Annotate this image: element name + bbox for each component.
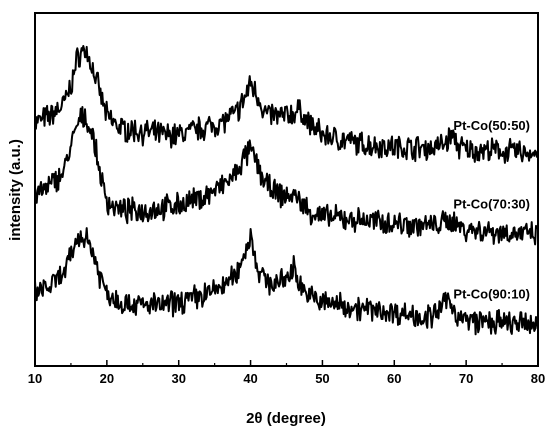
x-tick-label: 80 <box>531 371 545 386</box>
series-line <box>34 227 539 336</box>
series-line <box>34 106 539 246</box>
series-traces <box>34 45 539 336</box>
series-labels: Pt-Co(50:50) Pt-Co(70:30) Pt-Co(90:10) <box>453 118 530 301</box>
y-axis-title: intensity (a.u.) <box>7 139 24 241</box>
x-tick-label: 70 <box>459 371 473 386</box>
tick-marks <box>34 360 539 366</box>
series-line <box>34 45 539 164</box>
x-tick-label: 30 <box>171 371 185 386</box>
series-label: Pt-Co(70:30) <box>453 196 530 211</box>
x-tick-labels: 10 20 30 40 50 60 70 80 <box>28 371 545 386</box>
x-tick-label: 50 <box>315 371 329 386</box>
x-tick-label: 60 <box>387 371 401 386</box>
series-label: Pt-Co(50:50) <box>453 118 530 133</box>
x-tick-label: 20 <box>100 371 114 386</box>
x-tick-label: 40 <box>243 371 257 386</box>
series-label: Pt-Co(90:10) <box>453 286 530 301</box>
x-tick-label: 10 <box>28 371 42 386</box>
x-axis-title: 2θ (degree) <box>246 410 326 427</box>
